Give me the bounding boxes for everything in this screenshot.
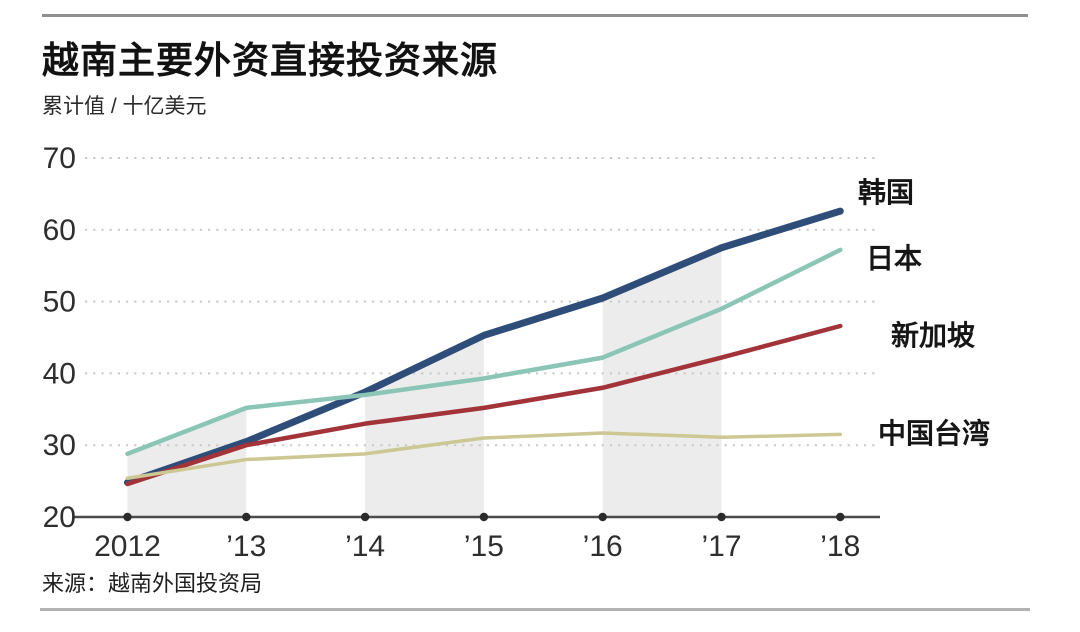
x-axis-tick-label: ’15 — [464, 530, 504, 563]
bottom-divider — [40, 608, 1030, 611]
series-label-korea: 韩国 — [858, 177, 915, 209]
data-line-1 — [124, 207, 844, 487]
x-axis-tick-dot — [717, 512, 726, 522]
series-label-japan: 日本 — [866, 242, 923, 274]
x-axis-tick-label: ’14 — [345, 530, 385, 563]
source-note: 来源：越南外国投资局 — [42, 571, 263, 596]
chart-title: 越南主要外资直接投资来源 — [42, 40, 498, 81]
x-axis-tick-dot — [598, 512, 607, 522]
x-axis-tick-label: 2012 — [94, 530, 161, 563]
x-axis-tick-label: ’16 — [583, 530, 623, 563]
y-axis-tick-label: 50 — [43, 286, 76, 319]
data-line-2 — [125, 247, 843, 457]
y-axis-tick-label: 60 — [43, 214, 76, 247]
x-axis-tick-dot — [242, 512, 251, 522]
x-axis-tick-label: ’17 — [701, 530, 741, 563]
x-axis-tick-dot — [836, 512, 845, 522]
top-divider — [42, 14, 1028, 17]
x-axis-tick-label: ’13 — [226, 530, 266, 563]
data-line-4 — [125, 431, 843, 480]
series-label-singapore: 新加坡 — [891, 320, 976, 351]
y-axis-tick-label: 30 — [43, 429, 76, 462]
x-axis-tick-dot — [123, 512, 132, 522]
shaded-band — [602, 247, 722, 517]
y-axis-tick-label: 20 — [43, 501, 76, 534]
y-axis-tick-label: 70 — [43, 142, 76, 175]
x-axis-tick-dot — [479, 512, 489, 522]
x-axis-tick-dot — [360, 512, 370, 522]
data-line-3 — [125, 323, 843, 487]
x-axis-tick-label: ’18 — [820, 530, 860, 563]
chart-units-subtitle: 累计值 / 十亿美元 — [42, 95, 207, 118]
y-axis-tick-label: 40 — [43, 357, 76, 390]
series-label-taiwan: 中国台湾 — [878, 418, 991, 450]
